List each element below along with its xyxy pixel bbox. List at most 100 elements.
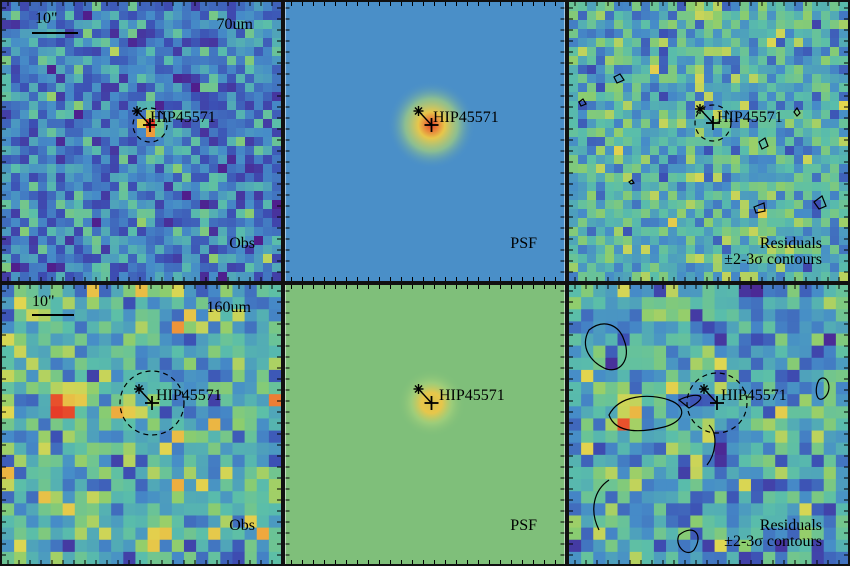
pixel [119,182,129,192]
pixel [26,285,39,298]
pixel [147,297,161,310]
pixel [666,309,679,322]
pixel [20,29,30,39]
pixel [86,491,100,504]
pixel [47,128,57,138]
pixel [196,297,209,310]
pixel [110,182,120,192]
pixel [173,128,183,138]
pixel [99,551,112,564]
pixel [128,227,138,237]
pixel [835,466,848,480]
pixel [209,137,219,147]
pixel [74,357,88,371]
pixel [787,551,801,564]
pixel [581,442,594,456]
pixel [749,155,759,165]
pixel [581,333,594,347]
pixel [839,191,848,201]
pixel [767,110,777,120]
pixel [232,430,246,444]
pixel [749,56,759,66]
pixel [623,2,633,12]
pixel [740,11,750,21]
pixel [767,164,777,174]
pixel [758,191,768,201]
pixel [146,263,156,273]
pixel [209,218,219,228]
pixel [62,442,76,456]
pixel [614,254,624,264]
pixel [714,491,728,504]
pixel [587,2,597,12]
pixel [750,406,764,420]
panel-70um-psf: HIP45571 PSF [283,0,567,283]
pixel [218,200,228,210]
pixel [2,92,12,102]
pixel [92,218,102,228]
pixel [208,285,221,298]
pixel [236,137,246,147]
pixel [650,29,660,39]
pixel [750,309,764,322]
pixel [776,29,786,39]
pixel [183,333,197,347]
pixel [785,128,795,138]
pixel [236,20,246,30]
pixel [191,119,201,129]
pixel [812,155,822,165]
pixel [839,146,848,156]
pixel [62,527,76,541]
pixel [629,357,643,371]
pixel [47,155,57,165]
pixel [182,191,192,201]
pixel [119,29,129,39]
pixel [263,74,273,84]
pixel [593,321,606,335]
pixel [218,227,228,237]
pixel [110,38,120,48]
pixel [758,173,768,183]
pixel [218,218,228,228]
pixel [147,382,161,395]
pixel [690,394,704,407]
pixel [839,119,848,129]
psf-map [285,285,565,564]
pixel [268,382,281,395]
pixel [92,11,102,21]
pixel [713,110,723,120]
pixel [632,47,642,57]
pixel [653,527,667,541]
pixel [641,110,651,120]
pixel [666,479,679,492]
pixel [236,191,246,201]
pixel [128,11,138,21]
pixel [702,418,716,432]
pixel [749,164,759,174]
pixel [581,479,594,492]
pixel [74,227,84,237]
pixel [220,527,234,541]
pixel [38,11,48,21]
pixel [695,164,705,174]
pixel [839,254,848,264]
pixel [722,245,732,255]
pixel [749,29,759,39]
pixel [758,155,768,165]
pixel [722,173,732,183]
pixel [164,119,174,129]
pixel [823,406,837,420]
pixel [135,321,149,335]
pixel [731,200,741,210]
pixel [641,83,651,93]
pixel [823,285,837,298]
pixel [835,309,848,322]
pixel [101,272,111,281]
pixel [137,65,147,75]
pixel [713,65,723,75]
pixel [623,146,633,156]
pixel [26,539,39,553]
pixel [839,245,848,255]
pixel [196,454,209,468]
pixel [164,200,174,210]
